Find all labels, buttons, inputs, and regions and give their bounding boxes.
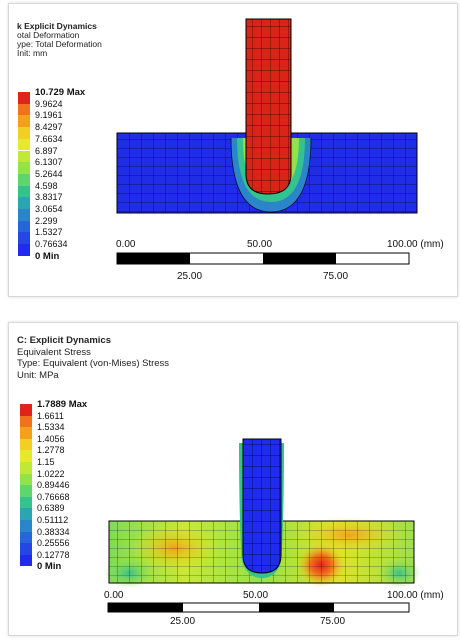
result-type: ype: Total Deformation (17, 39, 102, 49)
scale-label-0: 0.00 (104, 590, 124, 601)
legend-swatch (18, 138, 30, 151)
legend-value: 0.76668 (37, 491, 70, 502)
result-unit: Init: mm (17, 48, 48, 58)
analysis-title: C: Explicit Dynamics (17, 335, 111, 346)
scale-label-75: 75.00 (320, 616, 346, 627)
legend-swatch (18, 103, 30, 116)
legend-swatch (18, 209, 30, 221)
legend-swatch (18, 244, 30, 256)
legend-swatch (20, 473, 32, 486)
legend-value: 1.5327 (35, 227, 63, 238)
legend-value: 1.4056 (37, 433, 65, 444)
legend-value: 8.4297 (35, 122, 63, 133)
legend-swatch (18, 173, 30, 186)
legend-swatch (20, 508, 32, 520)
scale-label-100: 100.00 (mm) (387, 239, 444, 250)
legend-value: 4.598 (35, 180, 58, 191)
legend-swatch (18, 127, 30, 139)
legend-value: 0.89446 (37, 480, 70, 491)
stress-plot (104, 438, 421, 613)
result-name: otal Deformation (17, 30, 80, 40)
legend-value: 0.51112 (37, 515, 69, 525)
legend-swatch (20, 531, 32, 544)
legend-swatch (18, 197, 30, 209)
legend-value: 3.8317 (35, 192, 63, 203)
legend-value: 0.38334 (37, 526, 70, 537)
legend-swatch (18, 185, 30, 198)
legend-swatch (20, 485, 32, 497)
legend-swatch (20, 427, 32, 439)
scale-bar (116, 252, 410, 265)
legend-value: 6.897 (35, 145, 58, 156)
legend-value: 1.2778 (37, 445, 65, 456)
legend-value: 9.1961 (35, 110, 63, 121)
legend-value: 0.76634 (35, 239, 68, 250)
legend-swatch (20, 554, 32, 567)
legend-value: 0 Min (37, 561, 62, 573)
legend-value: 1.5334 (37, 422, 65, 433)
legend-value: 5.2644 (35, 168, 63, 179)
legend-value: 1.7889 Max (37, 399, 88, 410)
legend-swatch (18, 92, 30, 104)
result-header: k Explicit Dynamics otal Deformation ype… (17, 22, 102, 58)
legend-value: 2.299 (35, 215, 58, 226)
scale-label-75: 75.00 (323, 271, 349, 282)
legend-swatch (18, 220, 30, 233)
legend-value: 1.0222 (37, 468, 65, 479)
legend-value: 1.15 (37, 457, 55, 467)
total-deformation-panel: k Explicit Dynamics otal Deformation ype… (8, 3, 458, 297)
legend-swatch (20, 543, 32, 555)
legend-swatch (18, 115, 30, 128)
legend-swatch (20, 404, 32, 416)
legend-value: 7.6634 (35, 133, 63, 144)
scale-label-25: 25.00 (170, 616, 196, 627)
legend-swatch (20, 415, 32, 428)
legend-value: 6.1307 (35, 157, 63, 168)
result-header: C: Explicit Dynamics Equivalent Stress T… (17, 335, 169, 381)
analysis-title: k Explicit Dynamics (17, 21, 97, 31)
scale-label-25: 25.00 (177, 271, 203, 282)
legend-value: 0.12778 (37, 549, 70, 560)
legend-value: 1.6611 (37, 410, 64, 421)
deformation-plot (116, 18, 418, 265)
legend-value: 3.0654 (35, 204, 63, 214)
scale-label-0: 0.00 (116, 239, 136, 250)
legend-swatch (20, 520, 32, 532)
legend-value: 0 Min (35, 250, 60, 262)
legend-swatch (18, 162, 30, 174)
result-unit: Unit: MPa (17, 369, 59, 381)
result-type: Type: Equivalent (von-Mises) Stress (17, 358, 170, 369)
tool-body (245, 18, 292, 195)
legend-swatch (18, 150, 30, 163)
scale-label-100: 100.00 (mm) (387, 590, 444, 601)
scale-bar (107, 602, 410, 613)
legend-swatch (20, 496, 32, 509)
legend-value: 0.25556 (37, 538, 70, 549)
tool-body (239, 438, 284, 578)
legend-swatch (20, 462, 32, 474)
legend-value: 9.9624 (35, 98, 63, 109)
legend-swatch (20, 438, 32, 451)
legend-swatch (18, 232, 30, 245)
legend-swatch (20, 450, 32, 462)
result-name: Equivalent Stress (17, 346, 91, 358)
scale-label-50: 50.00 (247, 239, 273, 250)
legend-value: 10.729 Max (35, 87, 86, 98)
equivalent-stress-panel: C: Explicit Dynamics Equivalent Stress T… (8, 322, 458, 636)
scale-label-50: 50.00 (243, 590, 269, 601)
legend-value: 0.6389 (37, 503, 65, 514)
